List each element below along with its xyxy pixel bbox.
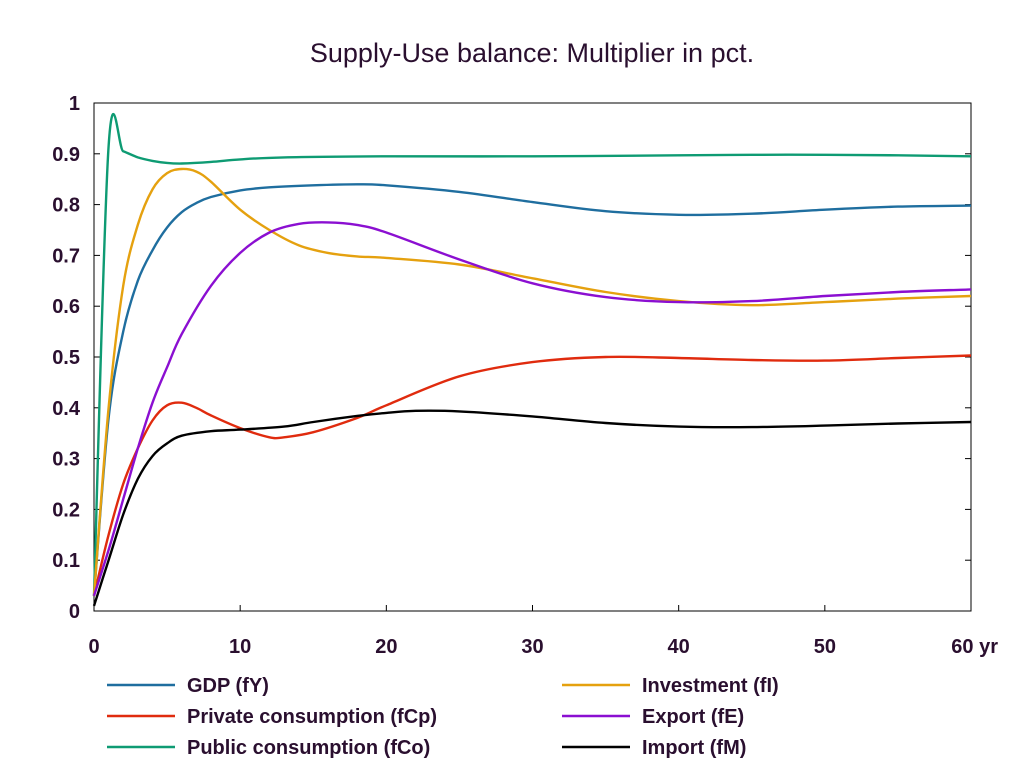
legend-label-1: Private consumption (fCp) (187, 706, 437, 728)
y-tick-label: 0.2 (52, 499, 80, 521)
plot-frame (94, 103, 971, 611)
y-tick-label: 0.9 (52, 144, 80, 166)
y-tick-label: 0.3 (52, 449, 80, 471)
x-tick-label: 50 (814, 636, 836, 658)
x-tick-label: 30 (521, 636, 543, 658)
series-line-0 (94, 184, 971, 596)
legend-label-5: Import (fM) (642, 737, 746, 759)
series-line-1 (94, 356, 971, 596)
series-line-2 (94, 114, 971, 596)
legend-label-2: Public consumption (fCo) (187, 737, 430, 759)
x-tick-label: 20 (375, 636, 397, 658)
y-tick-label: 0 (69, 601, 80, 623)
x-tick-label: 60 yr (951, 636, 998, 658)
y-tick-label: 0.1 (52, 550, 80, 572)
x-tick-label: 0 (88, 636, 99, 658)
multiplier-line-chart: Supply-Use balance: Multiplier in pct. 0… (0, 0, 1024, 778)
y-tick-label: 0.7 (52, 245, 80, 267)
y-tick-label: 0.4 (52, 398, 81, 420)
series-line-5 (94, 411, 971, 606)
chart-title: Supply-Use balance: Multiplier in pct. (310, 38, 754, 68)
y-tick-label: 0.8 (52, 195, 80, 217)
series-line-3 (94, 169, 971, 596)
legend-label-0: GDP (fY) (187, 675, 269, 697)
y-tick-label: 0.5 (52, 347, 80, 369)
y-tick-label: 0.6 (52, 296, 80, 318)
y-tick-label: 1 (69, 93, 80, 115)
legend-label-3: Investment (fI) (642, 675, 779, 697)
x-tick-label: 40 (668, 636, 690, 658)
x-tick-label: 10 (229, 636, 251, 658)
legend-label-4: Export (fE) (642, 706, 744, 728)
